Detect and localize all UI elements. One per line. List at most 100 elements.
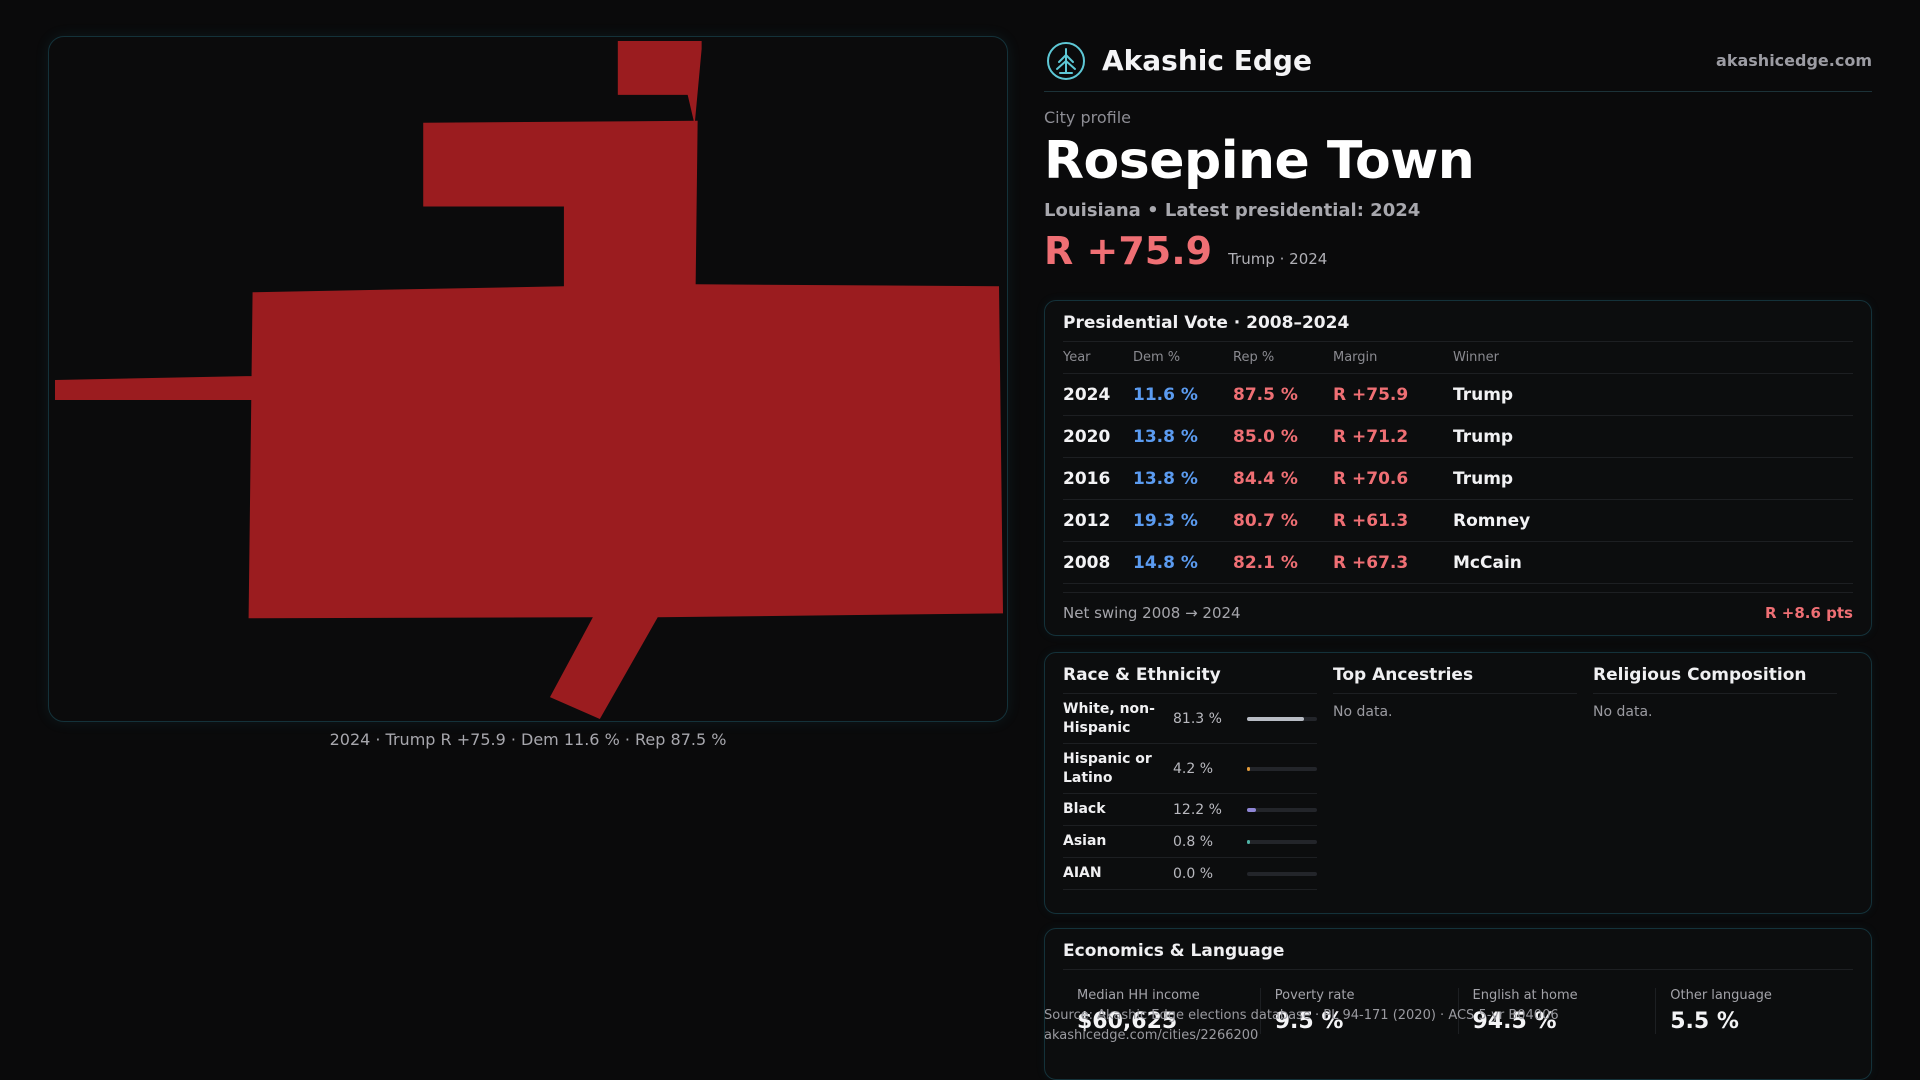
religion-empty: No data. [1593, 704, 1653, 720]
race-row: Hispanic or Latino 4.2 % [1063, 744, 1317, 794]
race-share-bar-fill [1247, 807, 1256, 812]
vote-cell-year: 2008 [1063, 552, 1111, 573]
economics-stat: English at home 94.5 % [1457, 988, 1656, 1034]
vote-cell-dem: 13.8 % [1133, 468, 1198, 489]
margin-value: R +75.9 [1044, 229, 1213, 274]
vote-cell-year: 2012 [1063, 510, 1111, 531]
vote-cell-margin: R +67.3 [1333, 552, 1409, 573]
source-note: Source: Akashic Edge elections database … [1044, 1006, 1559, 1045]
economics-stat-value: 9.5 % [1274, 1009, 1344, 1034]
economics-stat: Other language 5.5 % [1655, 988, 1853, 1034]
race-label: White, non-Hispanic [1063, 701, 1155, 736]
vote-table-row: 2008 14.8 % 82.1 % R +67.3 McCain [1063, 542, 1853, 584]
economics-card: Economics & Language Median HH income $60… [1044, 928, 1872, 1080]
net-swing-row: Net swing 2008 → 2024 R +8.6 pts [1063, 592, 1853, 632]
brand-header: Akashic Edge akashicedge.com [1044, 30, 1872, 92]
race-row: Asian 0.8 % [1063, 826, 1317, 858]
economics-stat-value: 5.5 % [1670, 1009, 1739, 1034]
demographics-card: Race & Ethnicity White, non-Hispanic 81.3… [1044, 652, 1872, 914]
vote-cell-rep: 82.1 % [1233, 552, 1298, 573]
race-row: White, non-Hispanic 81.3 % [1063, 694, 1317, 744]
race-share-bar-fill [1247, 839, 1250, 844]
race-row: AIAN 0.0 % [1063, 858, 1317, 890]
vote-cell-rep: 80.7 % [1233, 510, 1298, 531]
city-boundary-svg [54, 40, 1004, 720]
economics-stat-label: English at home [1472, 988, 1578, 1003]
vote-cell-dem: 13.8 % [1133, 426, 1198, 447]
race-ethnicity-section: Race & Ethnicity White, non-Hispanic 81.3… [1063, 665, 1333, 901]
race-label: Asian [1063, 833, 1107, 850]
race-share-bar [1247, 716, 1317, 721]
race-value: 0.8 % [1173, 833, 1214, 850]
race-share-bar-fill [1247, 716, 1304, 721]
map-caption: 2024 · Trump R +75.9 · Dem 11.6 % · Rep … [329, 730, 727, 749]
race-value: 0.0 % [1173, 865, 1214, 882]
ancestries-empty: No data. [1333, 704, 1393, 720]
vote-cell-dem: 11.6 % [1133, 384, 1198, 405]
vote-cell-margin: R +75.9 [1333, 384, 1409, 405]
economics-stat: Median HH income $60,625 [1063, 988, 1260, 1034]
vote-cell-winner: McCain [1453, 552, 1522, 573]
tree-emblem-icon[interactable] [1046, 41, 1086, 81]
vote-cell-rep: 87.5 % [1233, 384, 1298, 405]
vote-table-header: Year Dem % Rep % Margin Winner [1063, 342, 1853, 374]
vote-card-title: Presidential Vote · 2008–2024 [1063, 313, 1853, 342]
economics-stat-label: Other language [1670, 988, 1772, 1003]
religion-section: Religious Composition No data. [1593, 665, 1853, 901]
vote-table-row: 2012 19.3 % 80.7 % R +61.3 Romney [1063, 500, 1853, 542]
header-rep: Rep % [1233, 350, 1275, 365]
vote-cell-margin: R +61.3 [1333, 510, 1409, 531]
vote-cell-winner: Romney [1453, 510, 1531, 531]
vote-cell-margin: R +71.2 [1333, 426, 1409, 447]
header-winner: Winner [1453, 350, 1500, 365]
vote-cell-margin: R +70.6 [1333, 468, 1409, 489]
economics-stat-label: Median HH income [1077, 988, 1200, 1003]
header-margin: Margin [1333, 350, 1378, 365]
race-row: Black 12.2 % [1063, 794, 1317, 826]
header-year: Year [1063, 350, 1091, 365]
economics-stat-value: $60,625 [1077, 1009, 1178, 1034]
vote-table-row: 2016 13.8 % 84.4 % R +70.6 Trump [1063, 458, 1853, 500]
race-share-bar [1247, 766, 1317, 771]
economics-stat-value: 94.5 % [1472, 1009, 1557, 1034]
source-url[interactable]: akashicedge.com/cities/2266200 [1044, 1027, 1259, 1043]
vote-cell-rep: 84.4 % [1233, 468, 1298, 489]
race-label: AIAN [1063, 865, 1102, 882]
race-share-bar [1247, 871, 1317, 876]
vote-cell-rep: 85.0 % [1233, 426, 1298, 447]
race-title: Race & Ethnicity [1063, 665, 1317, 694]
race-share-bar-fill [1247, 766, 1250, 771]
economics-stat: Poverty rate 9.5 % [1259, 988, 1458, 1034]
ancestries-title: Top Ancestries [1333, 665, 1577, 694]
net-swing-label: Net swing 2008 → 2024 [1063, 603, 1241, 622]
race-value: 4.2 % [1173, 760, 1214, 777]
brand-url-link[interactable]: akashicedge.com [1716, 51, 1872, 70]
race-value: 12.2 % [1173, 801, 1222, 818]
ancestries-section: Top Ancestries No data. [1333, 665, 1593, 901]
race-share-bar [1247, 839, 1317, 844]
vote-table-row: 2024 11.6 % 87.5 % R +75.9 Trump [1063, 374, 1853, 416]
city-boundary-shape [54, 40, 1004, 720]
vote-cell-dem: 14.8 % [1133, 552, 1198, 573]
vote-cell-winner: Trump [1453, 468, 1514, 489]
presidential-vote-card: Presidential Vote · 2008–2024 Year Dem %… [1044, 300, 1872, 636]
page-title: Rosepine Town [1044, 131, 1475, 191]
vote-cell-winner: Trump [1453, 384, 1514, 405]
vote-cell-year: 2020 [1063, 426, 1111, 447]
brand-name[interactable]: Akashic Edge [1102, 44, 1312, 77]
net-swing-value: R +8.6 pts [1765, 603, 1853, 622]
economics-title: Economics & Language [1063, 941, 1853, 970]
race-value: 81.3 % [1173, 710, 1222, 727]
economics-stat-label: Poverty rate [1274, 988, 1355, 1003]
page-kicker: City profile [1044, 108, 1131, 127]
source-citation: Source: Akashic Edge elections database … [1044, 1008, 1559, 1023]
race-label: Hispanic or Latino [1063, 751, 1152, 786]
vote-cell-year: 2024 [1063, 384, 1111, 405]
vote-cell-winner: Trump [1453, 426, 1514, 447]
race-share-bar [1247, 807, 1317, 812]
header-dem: Dem % [1133, 350, 1181, 365]
page-subtitle: Louisiana • Latest presidential: 2024 [1044, 200, 1421, 222]
city-boundary-map [48, 36, 1008, 722]
vote-cell-year: 2016 [1063, 468, 1111, 489]
race-label: Black [1063, 801, 1106, 818]
